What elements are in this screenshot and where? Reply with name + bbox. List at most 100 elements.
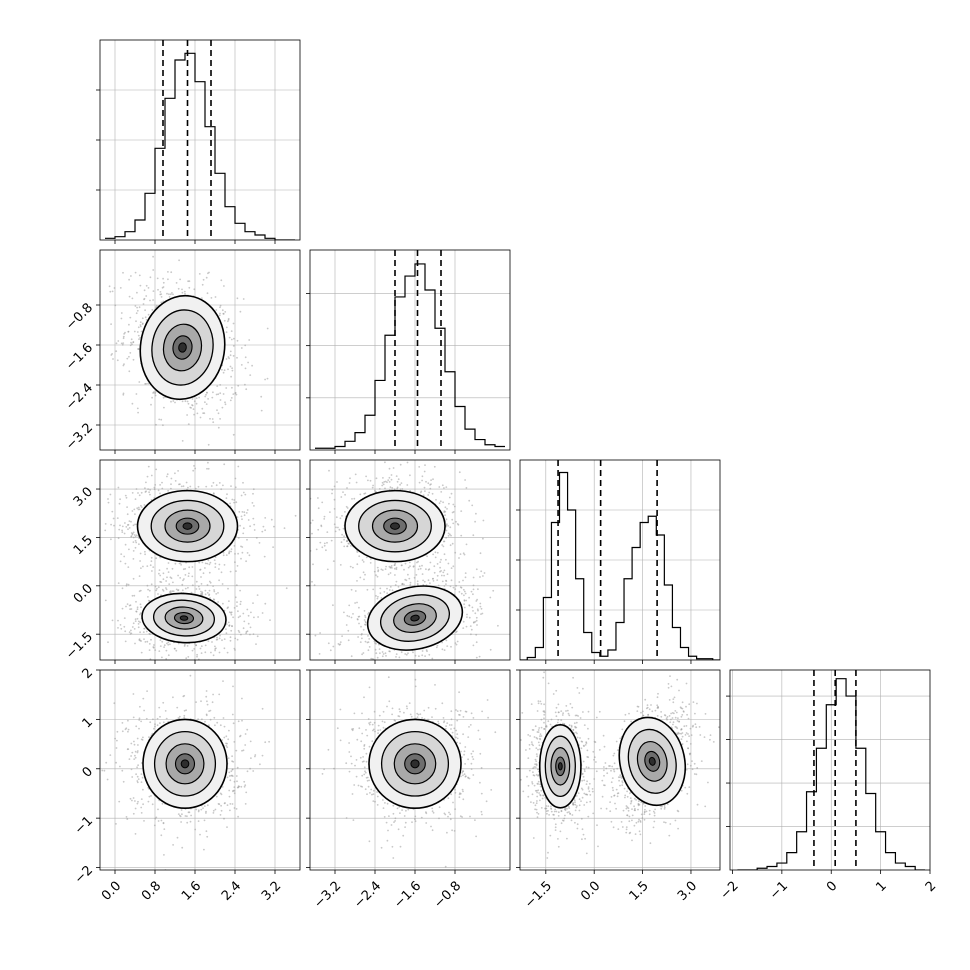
scatter-point [223,319,226,322]
hist-content [100,40,300,240]
scatter-point [421,654,424,657]
scatter-point [181,583,184,586]
density-blob-1 [366,585,464,651]
scatter-point [204,644,207,647]
scatter-point [107,501,110,504]
scatter-point [221,309,224,312]
scatter-point [127,528,129,531]
scatter-point [119,560,122,563]
scatter-point [338,528,341,531]
scatter-point [152,718,154,721]
scatter-point [226,651,229,654]
scatter-point [446,508,448,510]
scatter-point [229,399,232,402]
scatter-point [405,653,408,656]
scatter-point [130,338,133,341]
scatter-point [127,330,130,333]
scatter-point [130,341,132,344]
scatter-point [137,744,139,746]
scatter-point [423,486,426,489]
scatter-point [200,297,203,299]
scatter-point [449,533,451,536]
scatter-point [240,633,242,636]
scatter-point [455,584,457,587]
scatter-point [150,638,152,641]
scatter-point [482,575,484,577]
scatter-point [209,718,212,721]
scatter-point [350,616,353,619]
scatter-point [458,581,461,583]
scatter-point [262,525,265,528]
scatter-point [234,553,236,555]
scatter-point [129,344,132,347]
scatter-point [129,608,131,610]
scatter-point [139,589,142,592]
scatter-point [228,357,231,360]
scatter-point [133,534,136,536]
scatter-point [353,497,356,500]
scatter-point [167,654,170,657]
pair-content [310,460,510,660]
scatter-point [379,652,381,655]
scatter-point [247,361,250,364]
scatter-point [151,309,154,311]
scatter-point [152,290,155,292]
hist-content [310,250,510,450]
scatter-point [258,542,261,544]
scatter-point [443,487,445,489]
scatter-point [137,326,140,329]
scatter-point [212,481,215,484]
scatter-point [462,552,465,555]
scatter-point [339,643,342,646]
scatter-point [422,579,424,582]
scatter-point [442,501,444,504]
scatter-point [370,657,373,660]
scatter-point [470,628,473,631]
scatter-point [150,795,152,797]
scatter-point [187,486,189,489]
scatter-point [192,469,195,472]
scatter-point [226,607,229,609]
scatter-point [229,639,232,642]
scatter-point [139,324,142,326]
scatter-point [135,600,137,603]
scatter-point [220,809,223,812]
scatter-point [113,287,116,289]
scatter-point [437,584,440,587]
scatter-point [317,528,320,531]
scatter-point [391,487,394,489]
scatter-point [159,722,161,724]
scatter-point [443,553,446,556]
scatter-point [443,574,445,577]
scatter-point [243,620,246,623]
scatter-point [348,615,351,618]
scatter-point [256,594,259,596]
scatter-point [230,397,233,399]
scatter-point [380,568,383,571]
scatter-point [389,566,392,569]
scatter-point [133,628,136,630]
scatter-point [356,601,358,604]
scatter-point [469,625,472,627]
scatter-point [206,292,209,295]
scatter-point [156,724,159,727]
scatter-point [193,400,196,403]
scatter-point [179,577,182,579]
scatter-point [148,632,151,635]
scatter-point [425,649,428,651]
scatter-point [472,621,475,624]
scatter-point [156,277,159,280]
scatter-point [216,385,219,387]
scatter-point [160,581,163,583]
scatter-point [230,613,233,616]
scatter-point [213,590,216,593]
scatter-point [149,658,152,660]
scatter-point [188,572,190,575]
scatter-point [235,570,237,572]
scatter-point [135,488,138,490]
density-blob-1 [141,592,227,644]
pair-panel-0-3 [96,669,301,874]
scatter-point [212,585,214,587]
scatter-point [129,604,132,606]
scatter-point [222,680,224,682]
